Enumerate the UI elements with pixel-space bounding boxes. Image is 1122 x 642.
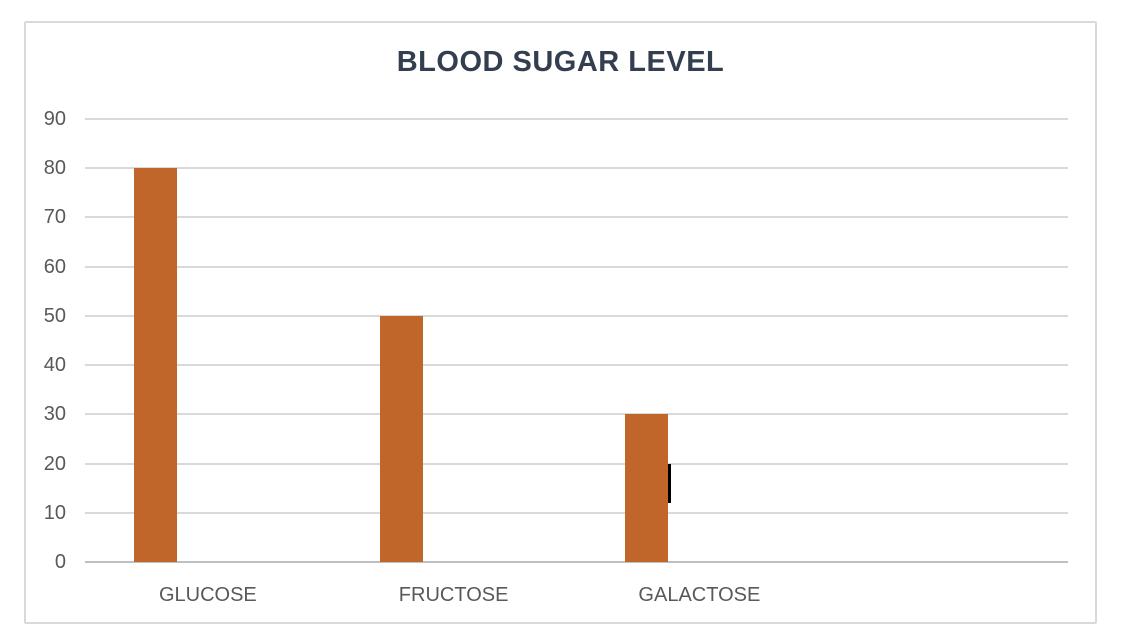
text-cursor-artifact: [668, 464, 671, 503]
y-tick-label: 10: [43, 501, 66, 524]
gridline: [85, 364, 1068, 367]
category-label-galactose: GALACTOSE: [638, 584, 761, 606]
y-tick-label: 90: [43, 108, 66, 130]
gridline: [85, 167, 1068, 170]
chart-title: BLOOD SUGAR LEVEL: [396, 46, 725, 78]
gridline: [85, 462, 1068, 465]
category-label-fructose: FRUCTOSE: [398, 584, 509, 606]
chart-frame: [24, 21, 1097, 624]
y-tick-label: 70: [43, 206, 66, 229]
y-tick-label: 40: [43, 354, 66, 377]
y-tick-label: 30: [43, 403, 66, 426]
bar-galactose[interactable]: [625, 414, 669, 562]
y-tick-label: 60: [43, 255, 66, 278]
x-axis-line: [85, 561, 1068, 563]
gridline: [85, 216, 1068, 219]
gridline: [85, 413, 1068, 416]
gridline: [85, 511, 1068, 514]
bar-fructose[interactable]: [379, 315, 423, 562]
bar-glucose[interactable]: [133, 168, 177, 562]
y-tick-label: 80: [43, 157, 66, 180]
category-label-glucose: GLUCOSE: [158, 584, 257, 606]
gridline: [85, 118, 1068, 120]
gridline: [85, 314, 1068, 317]
y-tick-label: 20: [43, 452, 66, 475]
y-tick-label: 50: [43, 304, 66, 327]
y-tick-label: 0: [54, 551, 66, 573]
gridline: [85, 265, 1068, 268]
